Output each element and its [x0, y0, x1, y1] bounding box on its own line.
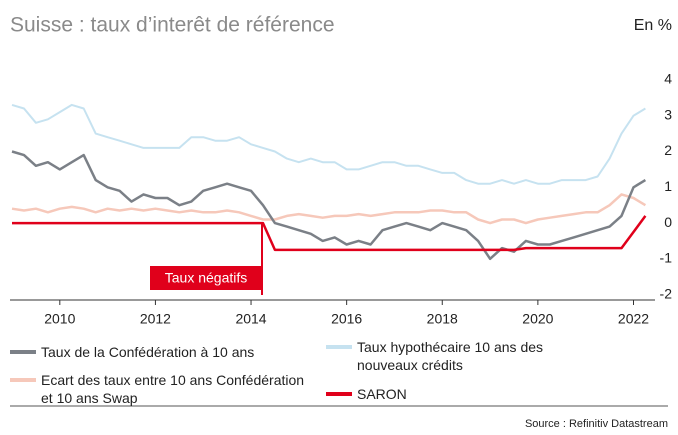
- legend-label: Taux hypothécaire 10 ans des nouveaux cr…: [357, 339, 544, 373]
- y-tick-label: -1: [660, 250, 673, 266]
- y-tick-label: 1: [664, 178, 672, 194]
- legend-label: Ecart des taux entre 10 ans Confédératio…: [41, 372, 305, 406]
- legend-swatch: [326, 392, 352, 396]
- legend-swatch: [10, 378, 36, 382]
- y-tick-label: 0: [664, 214, 672, 230]
- x-tick-label: 2014: [235, 311, 266, 327]
- unit-label: En %: [634, 17, 672, 34]
- series-line: [11, 150, 647, 261]
- y-tick-label: -2: [660, 285, 673, 301]
- series-line: [12, 215, 647, 252]
- annotation-box: [150, 266, 262, 290]
- source: Source : Refinitiv Datastream: [525, 418, 668, 430]
- series-line: [11, 193, 647, 225]
- annotation-text: Taux négatifs: [165, 270, 248, 286]
- x-tick-label: 2018: [427, 311, 458, 327]
- legend-label: Taux de la Confédération à 10 ans: [41, 344, 255, 360]
- x-tick-label: 2012: [140, 311, 171, 327]
- y-tick-label: 4: [664, 71, 672, 87]
- series-line: [11, 103, 646, 185]
- x-tick-label: 2020: [522, 311, 553, 327]
- x-tick-label: 2022: [618, 311, 649, 327]
- legend-swatch: [10, 350, 36, 354]
- chart-title: Suisse : taux d’interêt de référence: [10, 14, 335, 37]
- y-tick-label: 3: [664, 106, 672, 122]
- x-tick-label: 2010: [44, 311, 75, 327]
- legend-swatch: [326, 345, 352, 349]
- y-tick-label: 2: [664, 142, 672, 158]
- legend-label: SARON: [357, 386, 407, 402]
- x-tick-label: 2016: [331, 311, 362, 327]
